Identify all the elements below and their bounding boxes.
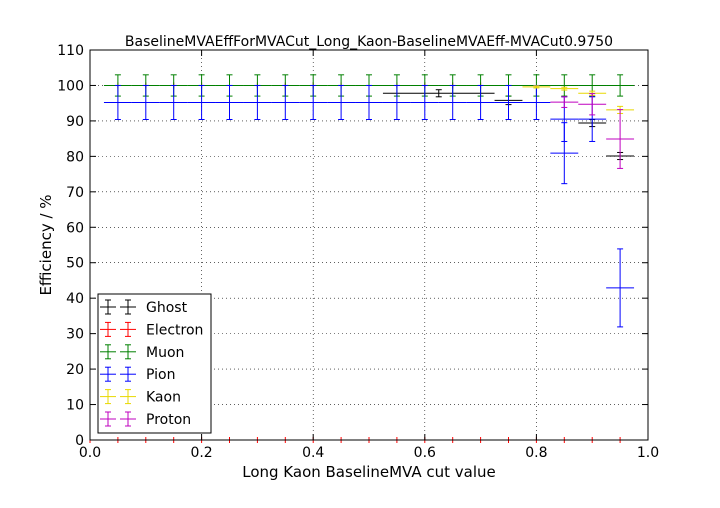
x-tick-label: 0.0 (79, 445, 101, 461)
data-point (606, 248, 635, 328)
legend-item-muon: Muon (100, 344, 184, 361)
legend-item-kaon: Kaon (100, 389, 181, 406)
data-point (103, 84, 132, 120)
data-point (550, 86, 579, 91)
y-tick-label: 40 (66, 291, 84, 307)
data-point (215, 84, 244, 120)
data-point (355, 84, 383, 120)
x-tick-label: 0.8 (525, 445, 547, 461)
legend-label: Kaon (146, 390, 181, 406)
data-point (410, 84, 439, 120)
data-point (578, 93, 607, 116)
data-point (382, 84, 411, 120)
x-tick-label: 0.6 (414, 445, 436, 461)
series-pion (103, 84, 635, 328)
data-point (494, 84, 523, 120)
y-tick-label: 90 (66, 114, 84, 130)
plot-area: 0.0 0.2 0.4 0.6 0.8 1.0 0 10 20 30 40 50 60 70 80 90 100… (57, 43, 659, 461)
x-tick-label: 1.0 (637, 445, 659, 461)
data-point (606, 74, 635, 97)
data-point (131, 84, 160, 120)
data-point (382, 89, 495, 98)
legend-label: Muon (146, 345, 184, 361)
y-tick-label: 100 (57, 78, 84, 94)
legend-label: Proton (146, 412, 191, 428)
x-axis-label: Long Kaon BaselineMVA cut value (242, 463, 496, 481)
legend: Ghost Electron Muon Pion Kaon Proton (97, 293, 212, 434)
legend-item-electron: Electron (100, 321, 203, 338)
data-point (271, 84, 300, 120)
data-point (327, 84, 356, 120)
data-point (550, 74, 579, 97)
y-tick-label: 110 (57, 43, 84, 59)
y-tick-label: 80 (66, 149, 84, 165)
data-point (159, 84, 188, 120)
data-point (187, 84, 216, 120)
data-point (550, 96, 579, 108)
legend-item-pion: Pion (100, 366, 175, 383)
y-tick-label: 70 (66, 185, 84, 201)
y-tick-label: 10 (66, 398, 84, 414)
legend-label: Electron (146, 322, 203, 338)
y-tick-label: 30 (66, 327, 84, 343)
chart-title: BaselineMVAEffForMVACut_Long_Kaon-Baseli… (125, 34, 613, 50)
x-tick-label: 0.4 (302, 445, 324, 461)
y-tick-label: 20 (66, 362, 84, 378)
axes-frame (89, 49, 649, 441)
data-point (466, 84, 495, 120)
y-tick-label: 60 (66, 220, 84, 236)
data-point (243, 84, 272, 120)
legend-box (97, 293, 212, 434)
data-point (606, 109, 635, 169)
series-proton (550, 93, 635, 169)
legend-item-ghost: Ghost (100, 299, 188, 316)
legend-label: Ghost (146, 300, 188, 316)
legend-label: Pion (146, 367, 175, 383)
data-point (522, 84, 551, 120)
legend-item-proton: Proton (100, 411, 191, 428)
data-point (438, 84, 467, 120)
data-point (550, 122, 579, 185)
x-tick-label: 0.2 (190, 445, 212, 461)
data-point (299, 84, 328, 120)
y-tick-label: 50 (66, 256, 84, 272)
data-point (522, 85, 551, 89)
y-tick-label: 0 (75, 433, 84, 449)
y-axis-label: Efficiency / % (37, 194, 55, 295)
